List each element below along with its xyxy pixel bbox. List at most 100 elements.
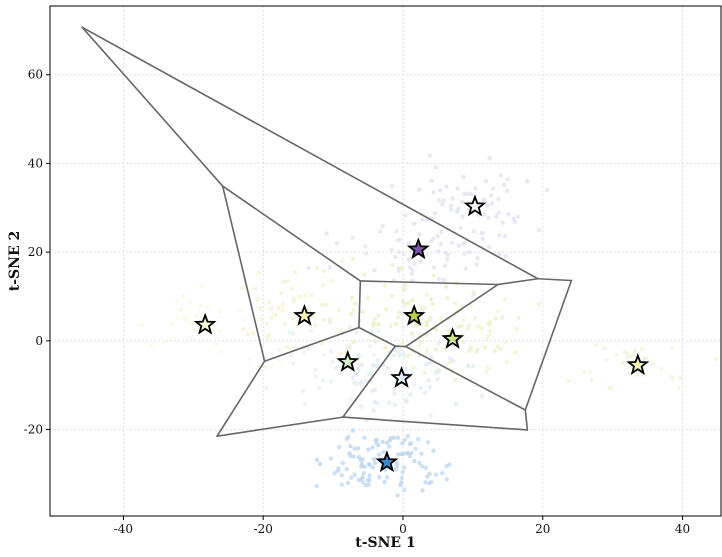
scatter-point xyxy=(436,249,440,253)
scatter-point xyxy=(264,386,268,390)
scatter-point xyxy=(525,179,529,183)
scatter-point xyxy=(277,359,281,363)
scatter-point xyxy=(396,436,400,440)
scatter-point xyxy=(195,314,199,318)
scatter-point xyxy=(338,351,342,355)
scatter-point xyxy=(269,307,273,311)
scatter-point xyxy=(479,326,483,330)
scatter-point xyxy=(246,332,250,336)
scatter-point xyxy=(381,450,385,454)
scatter-point xyxy=(493,349,497,353)
scatter-point xyxy=(344,467,348,471)
scatter-point xyxy=(422,371,426,375)
scatter-point xyxy=(466,363,470,367)
scatter-point xyxy=(359,405,363,409)
scatter-point xyxy=(588,370,592,374)
scatter-point xyxy=(321,379,325,383)
scatter-point xyxy=(438,188,442,192)
scatter-point xyxy=(267,300,271,304)
scatter-point xyxy=(397,250,401,254)
scatter-point xyxy=(360,363,364,367)
scatter-point xyxy=(485,337,489,341)
scatter-point xyxy=(319,303,323,307)
scatter-point xyxy=(514,327,518,331)
scatter-point xyxy=(255,297,259,301)
scatter-point xyxy=(310,293,314,297)
scatter-point xyxy=(406,353,410,357)
scatter-point xyxy=(537,302,541,306)
scatter-point xyxy=(372,268,376,272)
scatter-point xyxy=(359,380,363,384)
scatter-point xyxy=(485,203,489,207)
scatter-point xyxy=(409,441,413,445)
scatter-point xyxy=(349,312,353,316)
scatter-point xyxy=(419,340,423,344)
scatter-point xyxy=(392,391,396,395)
scatter-point xyxy=(306,347,310,351)
scatter-point xyxy=(502,183,506,187)
scatter-point xyxy=(149,343,153,347)
scatter-point xyxy=(349,476,353,480)
scatter-point xyxy=(307,266,311,270)
scatter-point xyxy=(463,266,467,270)
scatter-point xyxy=(394,322,398,326)
scatter-point xyxy=(457,243,461,247)
scatter-point xyxy=(322,318,326,322)
scatter-point xyxy=(671,376,675,380)
scatter-point xyxy=(472,229,476,233)
scatter-point xyxy=(346,435,350,439)
y-tick-label: -20 xyxy=(24,423,43,437)
scatter-point xyxy=(314,484,318,488)
scatter-point xyxy=(351,308,355,312)
scatter-point xyxy=(392,387,396,391)
scatter-point xyxy=(406,434,410,438)
scatter-point xyxy=(374,441,378,445)
scatter-point xyxy=(188,300,192,304)
scatter-point xyxy=(371,323,375,327)
scatter-point xyxy=(436,234,440,238)
scatter-point xyxy=(500,221,504,225)
y-tick-label: 40 xyxy=(28,156,43,170)
scatter-point xyxy=(313,368,317,372)
voronoi-edge xyxy=(343,417,528,430)
scatter-point xyxy=(466,191,470,195)
scatter-point xyxy=(429,179,433,183)
scatter-point xyxy=(295,324,299,328)
scatter-point xyxy=(499,347,503,351)
scatter-point xyxy=(384,307,388,311)
scatter-point xyxy=(651,361,655,365)
scatter-point xyxy=(450,241,454,245)
scatter-point xyxy=(366,448,370,452)
x-tick-label: 20 xyxy=(535,522,550,536)
scatter-point xyxy=(390,294,394,298)
scatter-point xyxy=(198,303,202,307)
scatter-point xyxy=(317,386,321,390)
scatter-point xyxy=(401,470,405,474)
x-tick-label: -40 xyxy=(114,522,133,536)
scatter-point xyxy=(461,340,465,344)
scatter-point xyxy=(277,348,281,352)
scatter-point xyxy=(348,454,352,458)
scatter-point xyxy=(356,353,360,357)
scatter-point xyxy=(372,400,376,404)
scatter-point xyxy=(408,392,412,396)
scatter-point xyxy=(431,190,435,194)
scatter-point xyxy=(315,266,319,270)
scatter-point xyxy=(238,308,242,312)
voronoi-edge xyxy=(406,347,526,410)
scatter-point xyxy=(214,342,218,346)
scatter-point xyxy=(462,192,466,196)
scatter-point xyxy=(372,353,376,357)
scatter-point xyxy=(449,203,453,207)
x-tick-label: 40 xyxy=(675,522,690,536)
scatter-point xyxy=(329,456,333,460)
scatter-point xyxy=(475,256,479,260)
scatter-point xyxy=(387,444,391,448)
scatter-point xyxy=(614,353,618,357)
scatter-point xyxy=(380,440,384,444)
scatter-point xyxy=(443,250,447,254)
scatter-point xyxy=(458,226,462,230)
scatter-point xyxy=(269,316,273,320)
scatter-point xyxy=(348,444,352,448)
y-tick-label: 60 xyxy=(28,68,43,82)
